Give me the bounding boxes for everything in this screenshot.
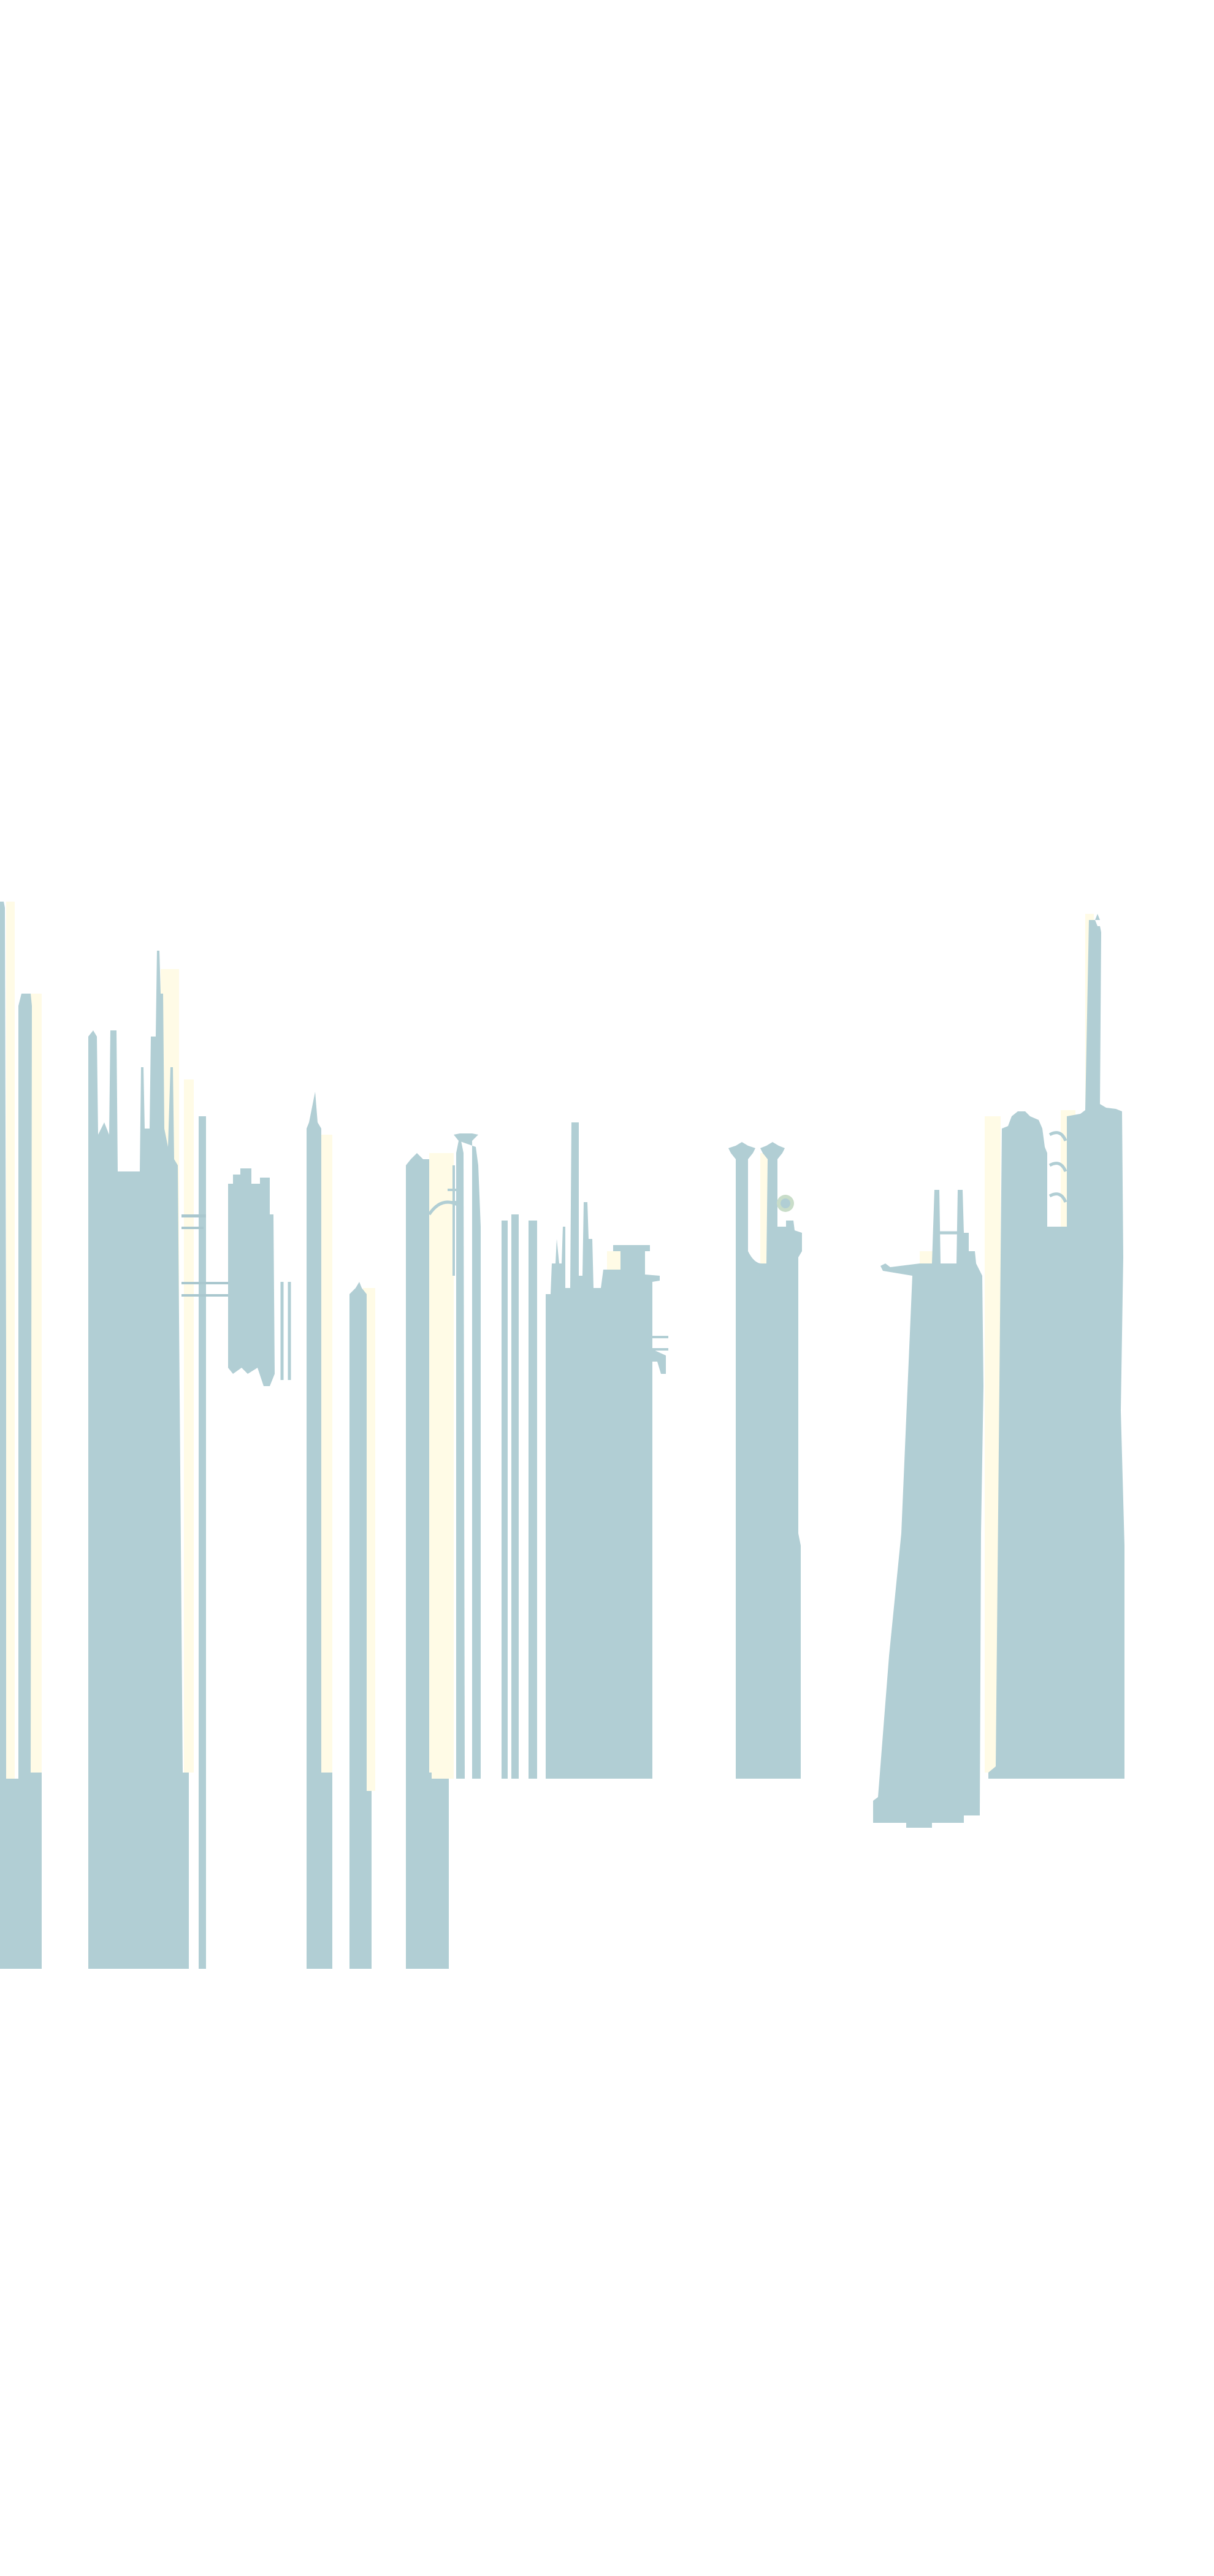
thin-pole-tower <box>199 1116 206 1969</box>
crane-tower <box>873 1190 983 1828</box>
spire-tower <box>307 1092 332 1969</box>
spire-tip-icon <box>1095 914 1100 920</box>
glow-strip <box>429 1153 452 1773</box>
watertower-block <box>611 1245 666 1779</box>
lamp-bulb-icon <box>781 1198 790 1208</box>
crane-brace <box>933 1231 969 1280</box>
pole-crossbar <box>181 1294 231 1297</box>
balcony-arches <box>1048 1131 1067 1203</box>
glow-strip <box>320 1135 332 1779</box>
hanging-cables <box>280 1282 291 1380</box>
mid-tower <box>349 1282 372 1969</box>
lamp-tower <box>454 1133 481 1779</box>
arch-cable <box>427 1200 460 1216</box>
pole-crossbar <box>181 1214 206 1217</box>
antenna-tower <box>456 1141 465 1779</box>
pole-crossbar <box>181 1227 204 1229</box>
tower-ledge <box>652 1336 668 1351</box>
right-skyline-group <box>873 914 1124 1828</box>
thin-tower <box>511 1214 519 1779</box>
lamp-post-group <box>728 1142 802 1779</box>
cluster-tower-a <box>88 951 189 1969</box>
broad-tower <box>988 920 1124 1779</box>
tower-rungs <box>448 1165 460 1276</box>
thin-tower <box>502 1221 508 1779</box>
glow-strip <box>29 994 42 1773</box>
floating-block <box>228 1168 275 1386</box>
lamp-arch <box>743 1269 760 1362</box>
thin-tower <box>529 1221 537 1779</box>
stepped-block <box>546 1122 625 1779</box>
left-skyline-group <box>0 902 454 1969</box>
pole-crossbar <box>181 1282 231 1284</box>
middle-skyline-group <box>427 1122 668 1779</box>
left-edge-tower <box>0 902 42 1969</box>
glow-strip <box>6 902 15 1779</box>
arched-tower <box>406 1153 449 1969</box>
glow-strip <box>184 1079 194 1773</box>
